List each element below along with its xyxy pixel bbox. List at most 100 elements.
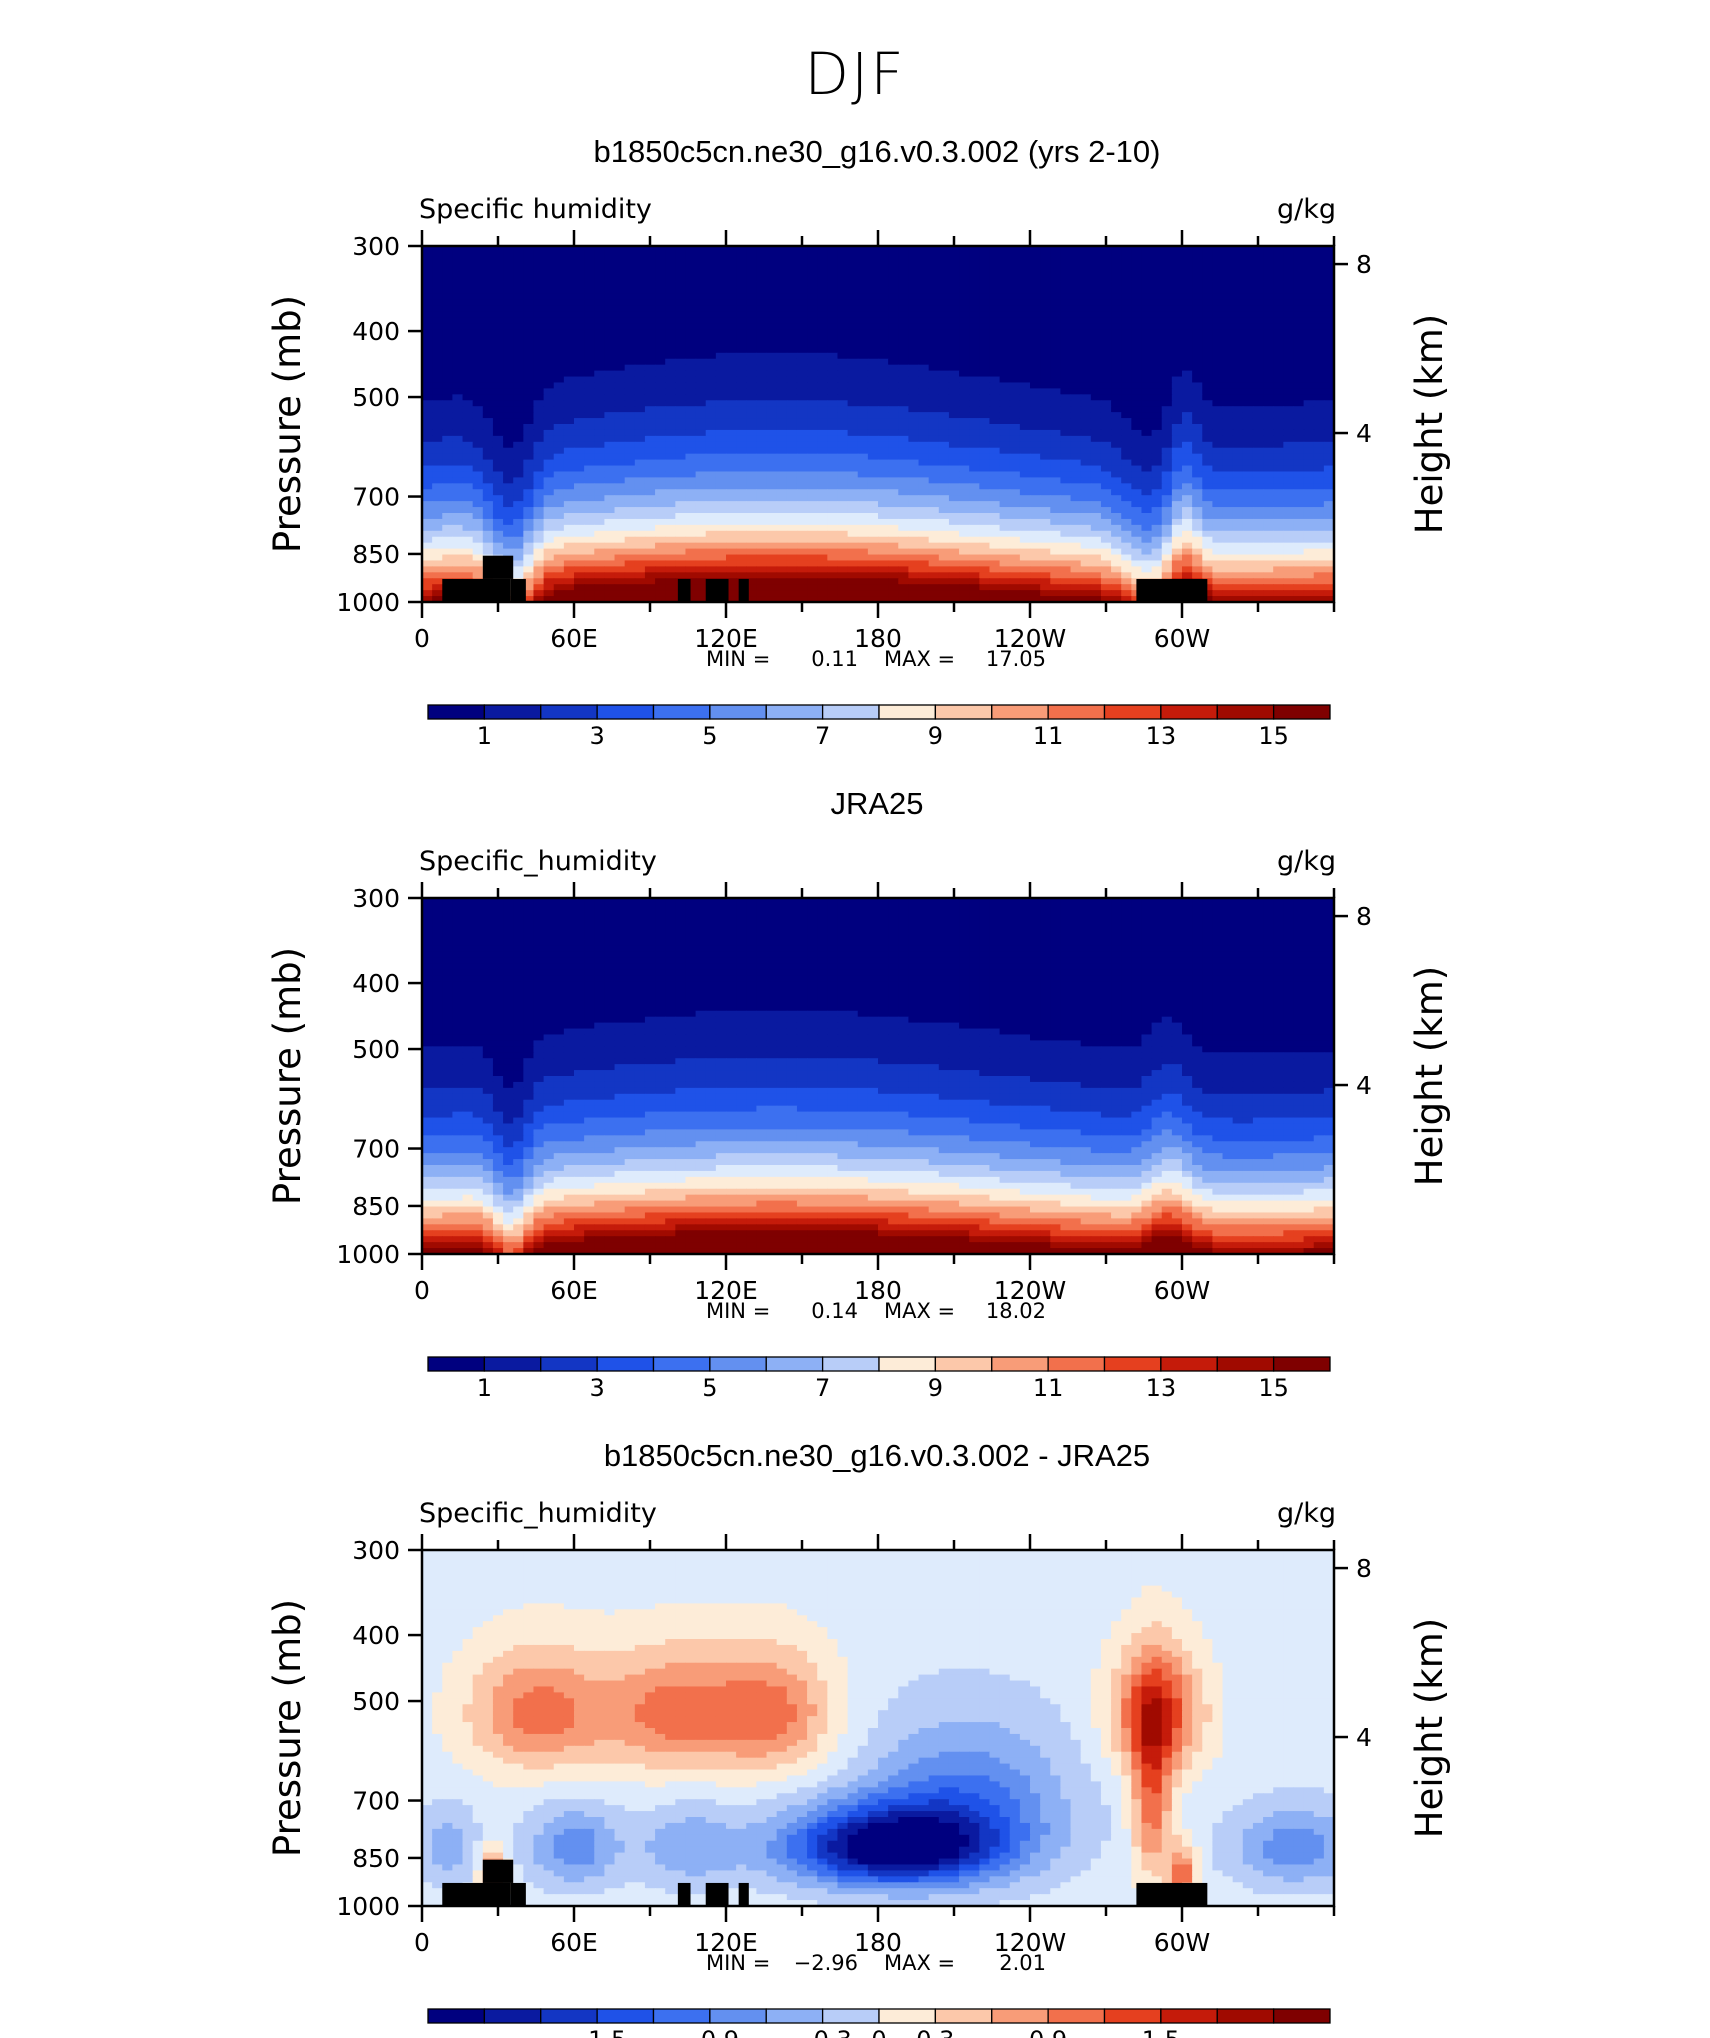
field-cell xyxy=(533,447,545,455)
field-cell xyxy=(867,513,879,520)
field-cell xyxy=(756,388,768,395)
field-cell xyxy=(1141,495,1153,502)
field-cell xyxy=(604,441,616,449)
field-cell xyxy=(553,554,565,562)
field-cell xyxy=(1323,435,1335,443)
field-cell xyxy=(482,518,494,526)
field-cell xyxy=(1252,536,1264,544)
field-cell xyxy=(908,513,920,520)
field-cell xyxy=(888,251,899,259)
field-cell xyxy=(1303,518,1315,526)
field-cell xyxy=(594,335,605,342)
field-cell xyxy=(1242,447,1254,455)
field-cell xyxy=(1303,335,1315,342)
field-cell xyxy=(756,560,768,567)
field-cell xyxy=(736,257,747,265)
field-cell xyxy=(1263,281,1274,289)
field-cell xyxy=(736,287,747,295)
field-cell xyxy=(452,406,464,413)
field-cell xyxy=(756,317,768,324)
field-cell xyxy=(422,424,433,431)
field-cell xyxy=(563,435,575,443)
field-cell xyxy=(675,370,687,378)
field-cell xyxy=(1090,554,1102,562)
field-cell xyxy=(523,483,535,490)
field-cell xyxy=(959,352,970,360)
field-cell xyxy=(898,400,909,407)
field-cell xyxy=(959,406,970,413)
field-cell xyxy=(786,542,798,550)
field-cell xyxy=(766,388,778,395)
field-cell xyxy=(584,388,595,395)
field-cell xyxy=(513,335,524,342)
field-cell xyxy=(1141,382,1153,389)
field-cell xyxy=(492,352,504,360)
field-cell xyxy=(999,400,1011,407)
field-cell xyxy=(959,453,970,461)
field-cell xyxy=(1131,293,1143,300)
field-cell xyxy=(1009,418,1021,425)
field-cell xyxy=(756,269,768,277)
field-cell xyxy=(1232,281,1244,289)
field-cell xyxy=(959,400,970,407)
field-cell xyxy=(817,566,828,573)
field-cell xyxy=(1070,400,1082,407)
field-cell xyxy=(786,560,798,567)
field-cell xyxy=(1303,251,1315,259)
field-cell xyxy=(705,483,717,490)
field-cell xyxy=(1303,311,1315,318)
field-cell xyxy=(533,495,545,502)
field-cell xyxy=(442,429,453,437)
field-cell xyxy=(989,441,1001,449)
field-cell xyxy=(898,323,909,330)
field-cell xyxy=(1131,435,1143,443)
field-cell xyxy=(726,459,737,467)
field-cell xyxy=(614,263,626,271)
field-cell xyxy=(1323,566,1335,573)
field-cell xyxy=(1303,364,1315,372)
field-cell xyxy=(908,554,920,562)
field-cell xyxy=(1192,554,1203,562)
field-cell xyxy=(948,281,960,289)
field-cell xyxy=(817,441,828,449)
field-cell xyxy=(584,483,595,490)
field-cell xyxy=(847,406,859,413)
field-cell xyxy=(827,548,839,556)
field-cell xyxy=(442,246,453,253)
field-cell xyxy=(1273,530,1284,538)
field-cell xyxy=(1161,566,1173,573)
field-cell xyxy=(999,329,1011,336)
field-cell xyxy=(1050,311,1061,318)
field-cell xyxy=(1252,483,1264,490)
field-cell xyxy=(736,305,747,312)
field-cell xyxy=(472,507,484,514)
field-cell xyxy=(1080,257,1092,265)
field-cell xyxy=(655,305,666,312)
field-cell xyxy=(422,459,433,467)
field-cell xyxy=(432,495,443,502)
field-cell xyxy=(563,560,575,567)
field-cell xyxy=(665,441,676,449)
field-cell xyxy=(1283,329,1295,336)
field-cell xyxy=(1283,352,1295,360)
field-cell xyxy=(969,477,980,484)
field-cell xyxy=(726,554,737,562)
field-cell xyxy=(746,435,757,443)
field-cell xyxy=(1050,459,1061,467)
field-cell xyxy=(594,424,605,431)
field-cell xyxy=(472,513,484,520)
field-cell xyxy=(634,257,646,265)
field-cell xyxy=(584,548,595,556)
field-cell xyxy=(807,388,818,395)
field-cell xyxy=(472,382,484,389)
field-cell xyxy=(705,246,717,253)
field-cell xyxy=(452,323,464,330)
field-cell xyxy=(817,335,828,342)
field-cell xyxy=(533,554,545,562)
field-cell xyxy=(867,507,879,514)
field-cell xyxy=(1323,287,1335,295)
field-cell xyxy=(1313,317,1325,324)
field-cell xyxy=(878,388,889,395)
field-cell xyxy=(1202,536,1213,544)
field-cell xyxy=(969,459,980,467)
